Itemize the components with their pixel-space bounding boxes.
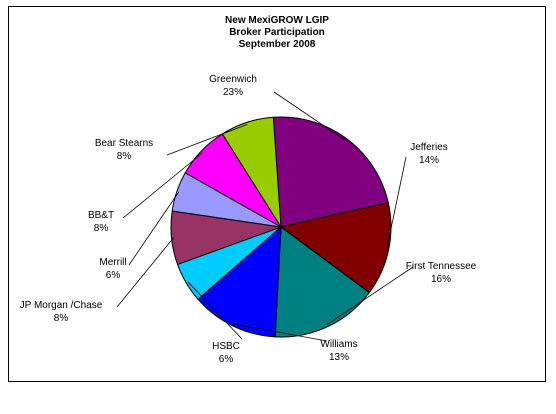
- slice-percent-label: 13%: [329, 352, 349, 363]
- leader-line: [116, 237, 174, 308]
- slice-percent-label: 14%: [419, 155, 439, 166]
- slice-percent-label: 8%: [117, 151, 132, 162]
- slice-percent-label: 23%: [223, 87, 243, 98]
- chart-title: New MexiGROW LGIP Broker Participation S…: [9, 15, 545, 51]
- leader-line: [166, 124, 248, 156]
- slice-label: Williams: [320, 339, 357, 350]
- pie-slice-greenwich: [272, 116, 389, 228]
- slice-label: BB&T: [88, 210, 114, 221]
- slice-label: Bear Stearns: [95, 138, 153, 149]
- leader-line: [386, 156, 407, 250]
- slice-percent-label: 6%: [219, 354, 234, 365]
- slice-percent-label: 8%: [54, 313, 69, 324]
- leader-line: [128, 191, 180, 266]
- slice-label: Jefferies: [410, 142, 448, 153]
- slice-label: Merrill: [99, 257, 126, 268]
- pie-slice-williams: [197, 225, 282, 338]
- leader-line: [187, 281, 243, 340]
- slice-percent-label: 16%: [431, 274, 451, 285]
- pie-chart: Greenwich 23% Jefferies 14% First Tennessee 1…: [20, 74, 477, 365]
- chart-area: New MexiGROW LGIP Broker Participation S…: [8, 6, 546, 382]
- chart-title-line-1: New MexiGROW LGIP: [225, 15, 329, 26]
- pie-slice-jefferies: [279, 201, 392, 294]
- slice-percent-label: 6%: [106, 270, 121, 281]
- leader-line: [326, 266, 414, 326]
- slice-label: JP Morgan /Chase: [20, 300, 103, 311]
- slice-label: HSBC: [212, 341, 240, 352]
- leader-line: [233, 323, 328, 342]
- slice-percent-label: 8%: [94, 223, 109, 234]
- leader-line: [273, 91, 346, 141]
- slice-label: Greenwich: [209, 74, 257, 85]
- leader-line: [122, 152, 204, 219]
- chart-title-line-2: Broker Participation: [229, 27, 325, 38]
- slice-label: First Tennessee: [406, 261, 477, 272]
- pie-slice-first-tennessee: [274, 226, 371, 338]
- chart-title-line-3: September 2008: [238, 39, 316, 50]
